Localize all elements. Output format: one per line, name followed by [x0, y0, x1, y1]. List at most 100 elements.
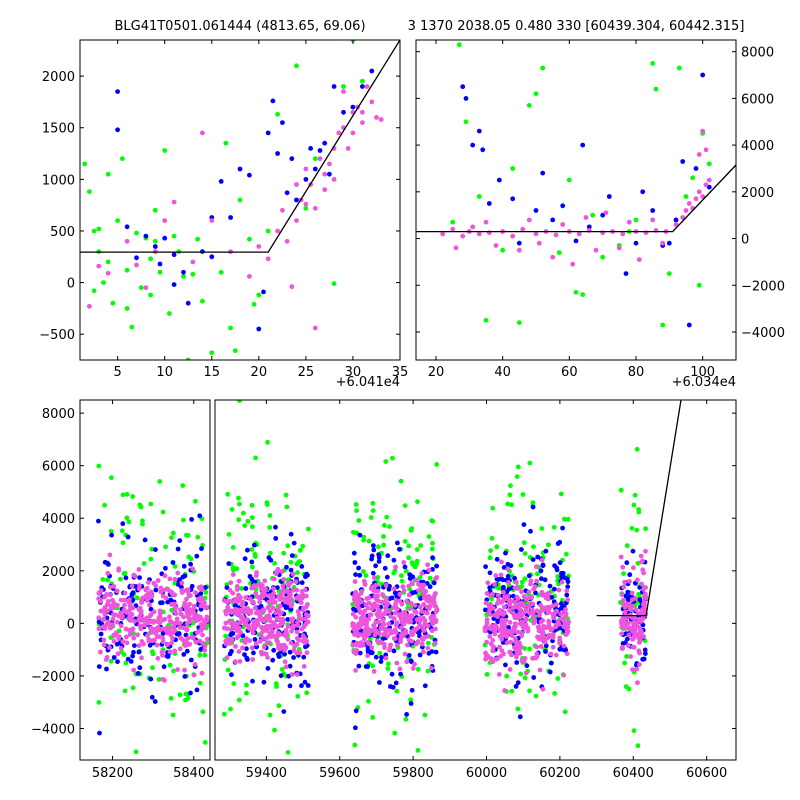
data-point-magenta: [236, 578, 242, 584]
data-point-blue: [533, 590, 538, 596]
data-point-green: [653, 86, 659, 92]
data-point-green: [666, 271, 672, 276]
data-point-green: [242, 523, 248, 528]
data-point-magenta: [523, 597, 529, 602]
data-point-magenta: [683, 208, 689, 213]
data-point-magenta: [501, 651, 506, 657]
data-point-magenta: [233, 644, 238, 649]
data-point-magenta: [154, 642, 160, 648]
data-point-magenta: [383, 582, 389, 588]
data-point-blue: [417, 652, 423, 658]
data-point-green: [463, 119, 469, 125]
data-point-magenta: [630, 636, 635, 642]
data-point-blue: [299, 683, 304, 689]
data-point-green: [124, 491, 130, 497]
data-point-magenta: [408, 613, 414, 619]
data-point-magenta: [284, 599, 289, 605]
data-point-blue: [543, 548, 549, 554]
data-point-magenta: [121, 607, 127, 613]
data-point-green: [429, 546, 435, 552]
data-point-magenta: [494, 624, 499, 630]
data-point-magenta: [561, 672, 567, 678]
data-point-magenta: [496, 672, 502, 677]
data-point-magenta: [417, 622, 423, 628]
data-point-blue: [276, 654, 282, 659]
data-point-magenta: [200, 632, 205, 638]
data-point-magenta: [192, 613, 198, 619]
data-point-magenta: [165, 642, 171, 647]
data-point-green: [558, 491, 564, 497]
x-tick-label: 25: [298, 365, 315, 380]
data-point-magenta: [403, 628, 409, 634]
data-point-green: [267, 513, 273, 518]
data-point-magenta: [507, 602, 513, 608]
data-point-magenta: [272, 622, 278, 628]
data-point-magenta: [293, 579, 299, 585]
data-point-green: [181, 517, 186, 523]
data-point-magenta: [235, 634, 241, 639]
data-point-magenta: [650, 217, 656, 223]
data-point-magenta: [228, 580, 234, 585]
data-point-magenta: [635, 680, 640, 686]
data-point-magenta: [172, 576, 178, 582]
data-point-magenta: [290, 625, 295, 631]
data-point-blue: [564, 592, 570, 598]
data-point-magenta: [487, 612, 493, 617]
data-point-green: [91, 288, 97, 294]
bottom-segment-1-points: [221, 400, 649, 755]
data-point-green: [509, 502, 514, 508]
data-point-magenta: [205, 636, 210, 642]
data-point-magenta: [163, 625, 169, 631]
data-point-green: [522, 675, 528, 681]
data-point-magenta: [570, 261, 576, 267]
data-point-green: [377, 650, 383, 656]
data-point-green: [366, 538, 372, 544]
data-point-blue: [228, 215, 234, 220]
data-point-magenta: [497, 634, 503, 639]
data-point-blue: [640, 189, 646, 195]
data-point-green: [417, 575, 423, 580]
data-point-green: [237, 501, 242, 507]
title-left: BLG41T0501.061444 (4813.65, 69.06): [114, 19, 365, 34]
data-point-magenta: [160, 639, 166, 645]
data-point-magenta: [536, 634, 542, 640]
x-tick-label: 30: [345, 365, 362, 380]
data-point-magenta: [397, 591, 403, 597]
data-point-magenta: [345, 146, 351, 151]
data-point-magenta: [392, 636, 398, 641]
data-point-blue: [406, 653, 412, 658]
axes-frame-segment-1: [214, 399, 737, 761]
data-point-green: [600, 254, 606, 260]
data-point-green: [148, 292, 154, 298]
data-point-magenta: [178, 635, 184, 641]
data-point-magenta: [696, 152, 702, 157]
data-point-magenta: [660, 240, 666, 246]
data-point-magenta: [263, 627, 269, 632]
x-tick-label: 80: [628, 365, 645, 380]
y-tick-label: −4000: [31, 722, 75, 737]
data-point-magenta: [97, 597, 103, 602]
data-point-blue: [483, 564, 488, 570]
data-point-green: [366, 698, 371, 704]
data-point-magenta: [507, 620, 513, 625]
data-point-magenta: [366, 627, 372, 632]
y-tick-label: 2000: [741, 186, 774, 201]
data-point-magenta: [539, 557, 545, 563]
data-point-magenta: [277, 603, 283, 609]
data-point-green: [341, 84, 346, 89]
x-offset-label-left: +6.041e4: [336, 375, 400, 390]
data-point-magenta: [627, 578, 632, 584]
data-point-magenta: [620, 231, 626, 237]
data-point-green: [108, 528, 114, 534]
data-point-blue: [299, 580, 305, 586]
data-point-magenta: [155, 578, 161, 583]
data-point-magenta: [124, 238, 130, 244]
data-point-magenta: [619, 592, 625, 598]
data-point-green: [108, 658, 114, 664]
data-point-magenta: [391, 586, 397, 592]
data-point-magenta: [269, 634, 274, 639]
data-point-magenta: [399, 625, 404, 631]
data-point-magenta: [514, 594, 520, 600]
data-point-blue: [281, 709, 287, 714]
data-point-magenta: [118, 597, 124, 603]
